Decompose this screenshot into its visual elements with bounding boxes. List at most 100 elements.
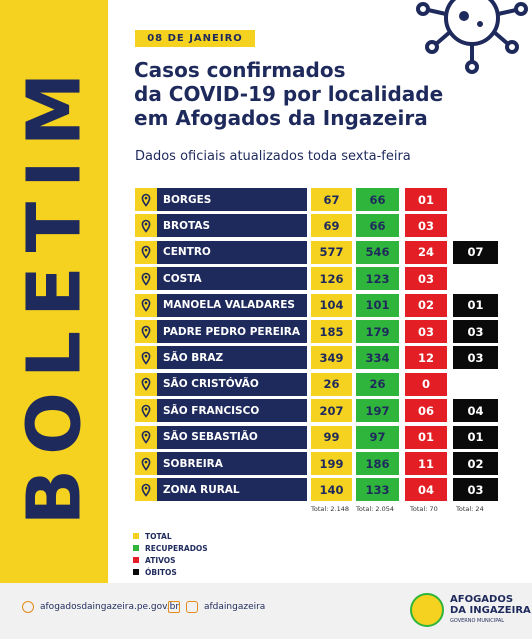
location-pin-icon [135, 452, 157, 475]
location-pin-icon [135, 267, 157, 291]
recuperados-cell: 197 [356, 399, 399, 423]
location-pin-icon [135, 346, 157, 370]
side-title: BOLETIM [11, 58, 98, 525]
city-logo: AFOGADOS DA INGAZEIRA GOVERNO MUNICIPAL [410, 593, 531, 627]
obitos-cell: 03 [453, 346, 498, 370]
recuperados-cell: 546 [356, 240, 399, 264]
location-pin-icon [135, 240, 157, 264]
location-pin-icon [135, 399, 157, 423]
location-pin-icon [135, 372, 157, 396]
locality-name: BORGES [163, 193, 212, 206]
ativos-cell: 06 [405, 399, 447, 423]
locality-name: CENTRO [163, 246, 211, 259]
footer: afogadosdaingazeira.pe.gov.br afdaingaze… [0, 583, 532, 639]
page-title: Casos confirmados da COVID-19 por locali… [134, 58, 464, 130]
social-link[interactable]: afdaingazeira [168, 601, 265, 613]
social-text: afdaingazeira [204, 602, 266, 612]
locality-cell: MANOELA VALADARES [135, 293, 307, 317]
total-cell: 185 [311, 320, 352, 343]
ativos-cell: 11 [405, 452, 447, 475]
legend-label: ATIVOS [145, 555, 176, 565]
locality-name: ZONA RURAL [163, 483, 240, 496]
recuperados-cell: 179 [356, 320, 399, 343]
locality-cell: BORGES [135, 188, 307, 211]
locality-cell: BROTAS [135, 214, 307, 238]
legend-swatch [133, 569, 139, 575]
ativos-cell: 0 [405, 372, 447, 396]
locality-cell: SÃO CRISTÓVÃO [135, 372, 307, 396]
obitos-sum: Total: 24 [456, 505, 484, 513]
obitos-cell: 01 [453, 293, 498, 317]
obitos-cell: 04 [453, 399, 498, 423]
legend-swatch [133, 545, 139, 551]
locality-cell: SÃO FRANCISCO [135, 399, 307, 423]
obitos-cell: 07 [453, 240, 498, 264]
subtitle: Dados oficiais atualizados toda sexta-fe… [135, 149, 411, 164]
logo-line2: DA INGAZEIRA [450, 604, 531, 616]
total-cell: 199 [311, 452, 352, 475]
recuperados-cell: 26 [356, 372, 399, 396]
obitos-cell: 03 [453, 320, 498, 343]
website-link[interactable]: afogadosdaingazeira.pe.gov.br [22, 601, 179, 613]
locality-name: SÃO CRISTÓVÃO [163, 378, 259, 391]
legend-swatch [133, 533, 139, 539]
locality-name: SÃO FRANCISCO [163, 404, 260, 417]
facebook-icon [168, 601, 180, 613]
total-cell: 207 [311, 399, 352, 423]
recuperados-cell: 133 [356, 478, 399, 502]
legend: TOTAL RECUPERADOS ATIVOS ÓBITOS [133, 530, 208, 578]
date-badge: 08 DE JANEIRO [135, 30, 255, 47]
ativos-cell: 01 [405, 425, 447, 449]
ativos-cell: 01 [405, 188, 447, 211]
location-pin-icon [135, 188, 157, 211]
city-seal-icon [410, 593, 444, 627]
legend-item-total: TOTAL [133, 530, 208, 542]
virus-icon [416, 0, 528, 74]
side-band [0, 0, 108, 583]
ativos-cell: 03 [405, 320, 447, 343]
total-cell: 126 [311, 267, 352, 291]
location-pin-icon [135, 320, 157, 343]
ativos-cell: 04 [405, 478, 447, 502]
total-cell: 69 [311, 214, 352, 238]
total-cell: 140 [311, 478, 352, 502]
locality-name: PADRE PEDRO PEREIRA [163, 325, 300, 338]
recuperados-cell: 101 [356, 293, 399, 317]
title-line: da COVID-19 por localidade [134, 82, 444, 106]
total-cell: 349 [311, 346, 352, 370]
title-line: Casos confirmados [134, 58, 346, 82]
total-cell: 67 [311, 188, 352, 211]
recuperados-cell: 334 [356, 346, 399, 370]
recuperados-cell: 97 [356, 425, 399, 449]
location-pin-icon [135, 293, 157, 317]
locality-cell: CENTRO [135, 240, 307, 264]
ativos-cell: 03 [405, 214, 447, 238]
recuperados-cell: 66 [356, 214, 399, 238]
legend-label: TOTAL [145, 531, 172, 541]
total-cell: 26 [311, 372, 352, 396]
legend-label: ÓBITOS [145, 567, 177, 577]
website-text: afogadosdaingazeira.pe.gov.br [40, 602, 180, 612]
location-pin-icon [135, 478, 157, 502]
locality-name: MANOELA VALADARES [163, 299, 295, 312]
ativos-cell: 24 [405, 240, 447, 264]
obitos-cell: 03 [453, 478, 498, 502]
location-pin-icon [135, 425, 157, 449]
total-cell: 99 [311, 425, 352, 449]
ativos-cell: 02 [405, 293, 447, 317]
recuperados-cell: 123 [356, 267, 399, 291]
obitos-cell: 01 [453, 425, 498, 449]
legend-label: RECUPERADOS [145, 543, 208, 553]
locality-cell: COSTA [135, 267, 307, 291]
locality-cell: ZONA RURAL [135, 478, 307, 502]
legend-item-ativos: ATIVOS [133, 554, 208, 566]
location-pin-icon [135, 214, 157, 238]
title-line: em Afogados da Ingazeira [134, 106, 428, 130]
ativos-cell: 03 [405, 267, 447, 291]
locality-cell: SÃO BRAZ [135, 346, 307, 370]
locality-name: COSTA [163, 272, 202, 285]
legend-item-obitos: ÓBITOS [133, 566, 208, 578]
recuperados-cell: 186 [356, 452, 399, 475]
ativos-sum: Total: 70 [410, 505, 438, 513]
obitos-cell: 02 [453, 452, 498, 475]
